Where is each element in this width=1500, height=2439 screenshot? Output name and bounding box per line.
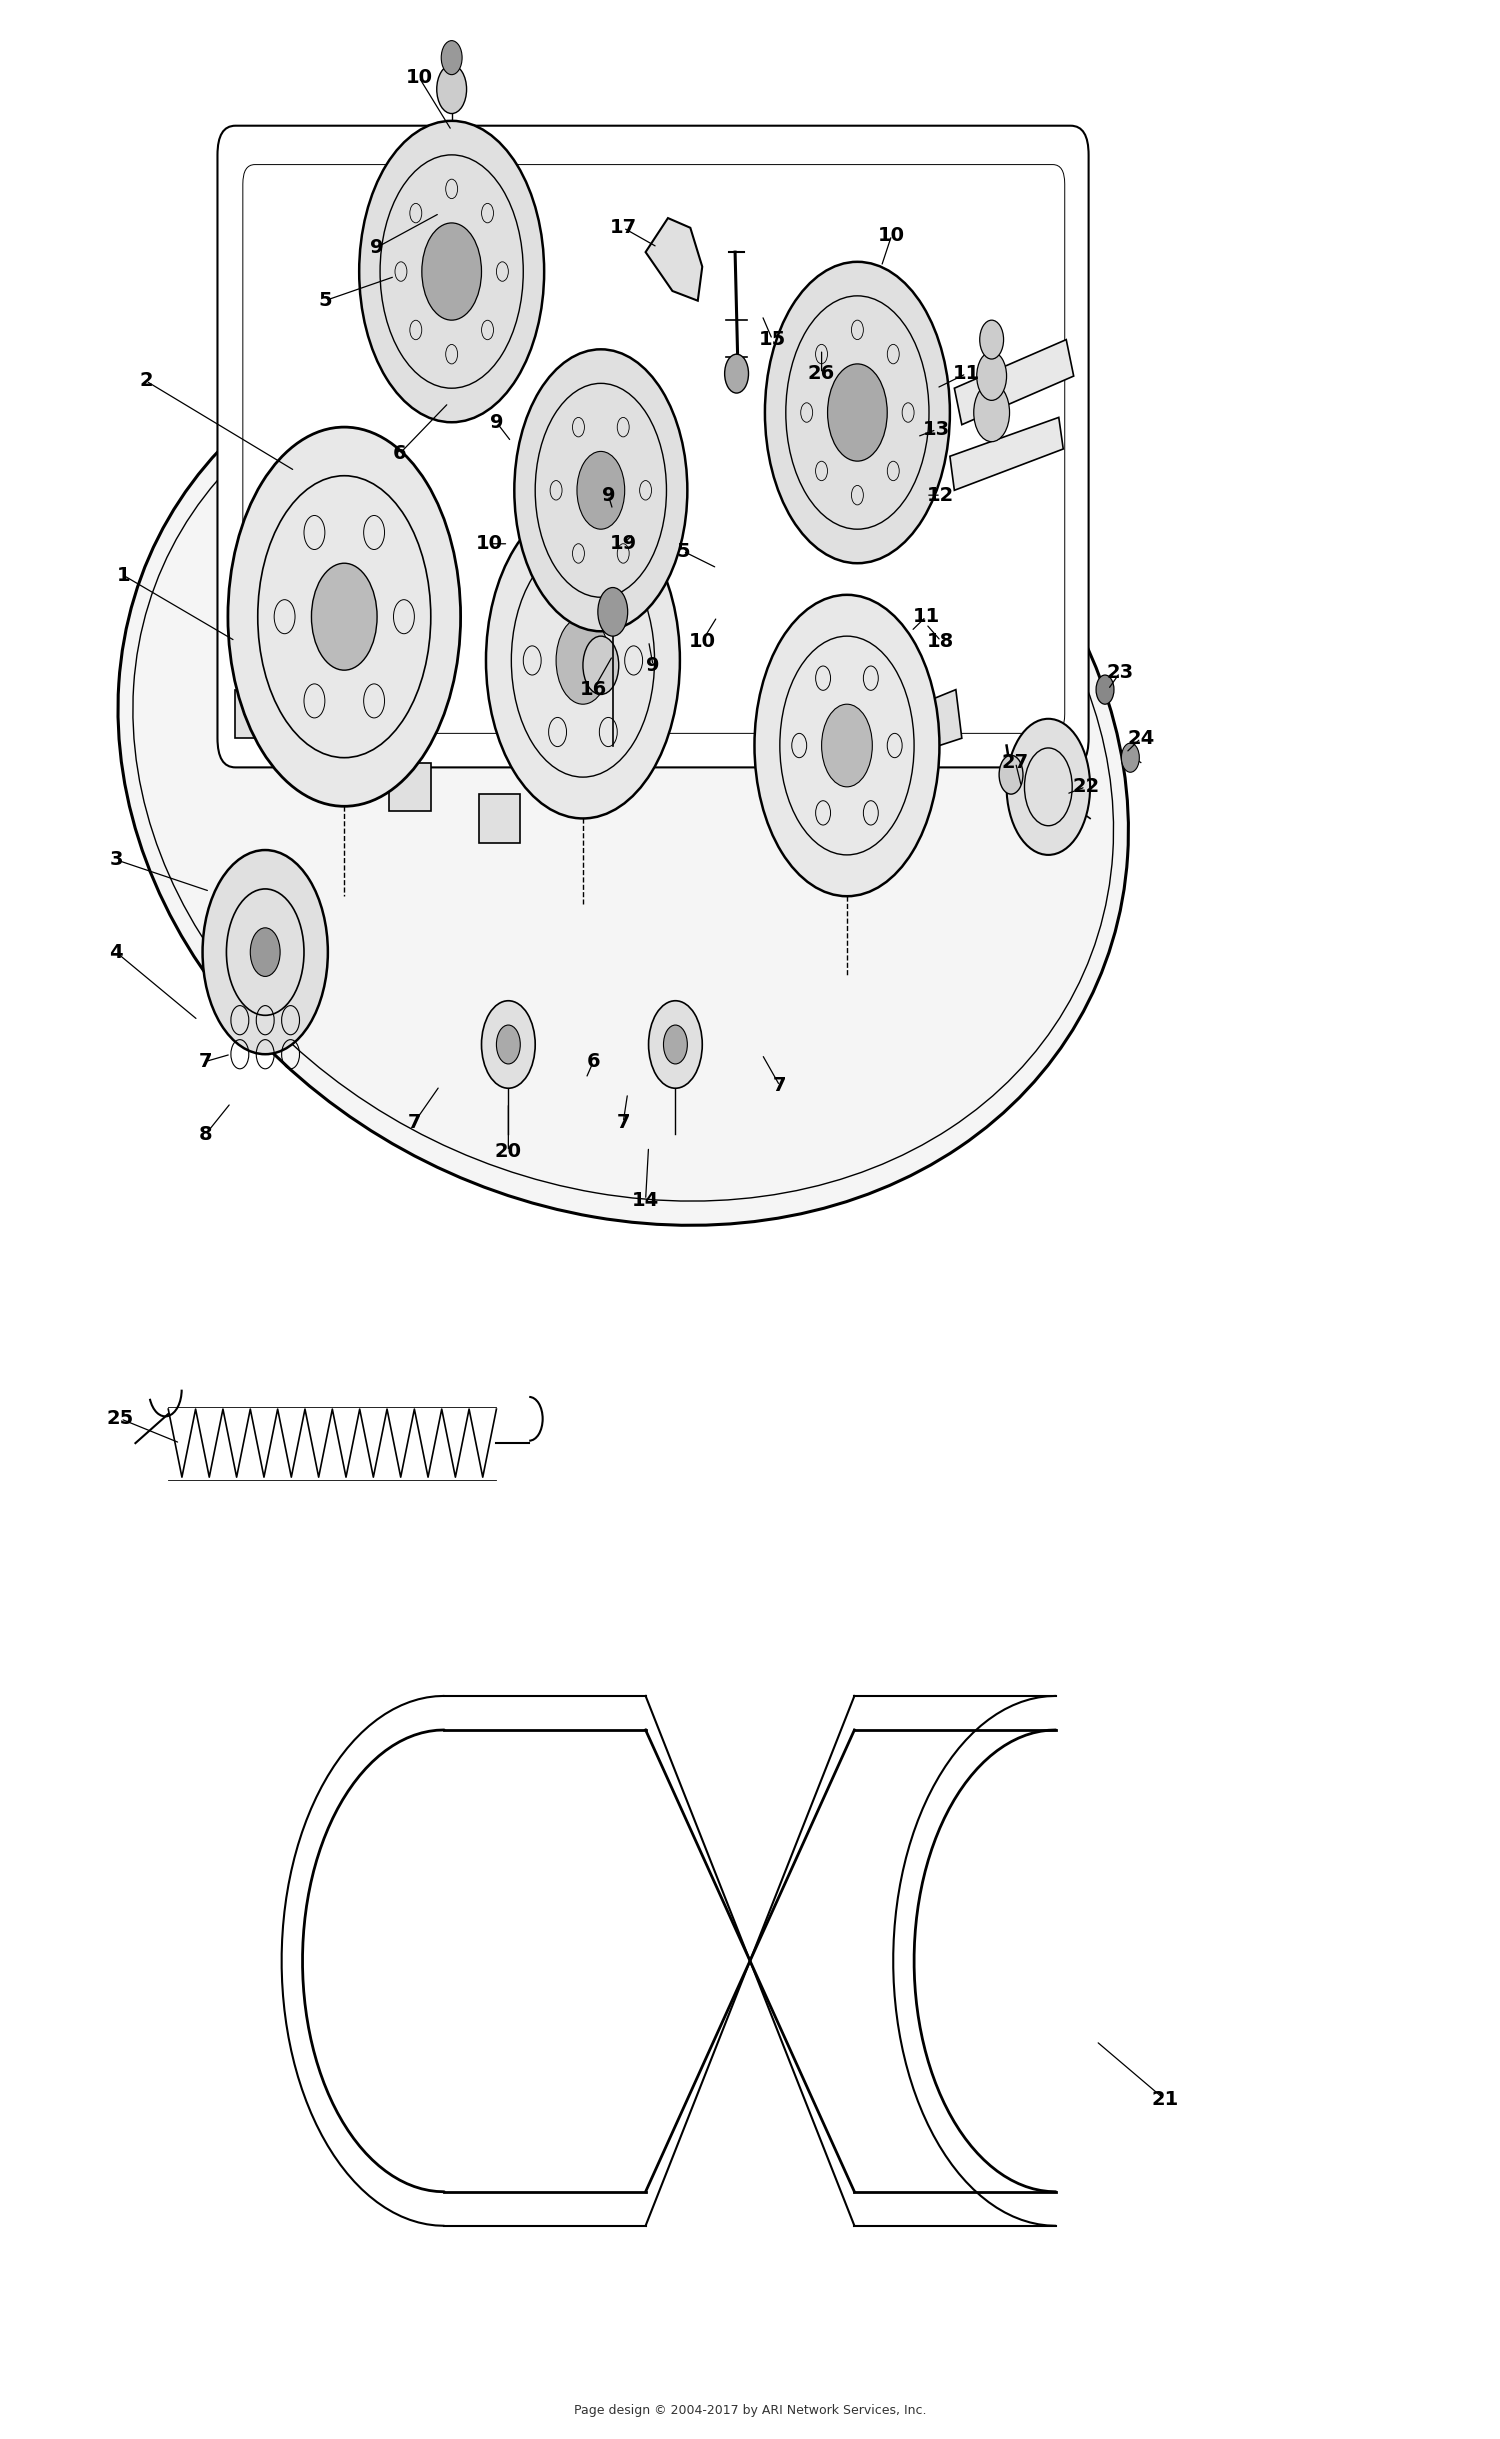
Text: 22: 22 bbox=[1072, 778, 1100, 798]
Circle shape bbox=[663, 1024, 687, 1063]
Circle shape bbox=[828, 363, 886, 461]
Circle shape bbox=[422, 222, 482, 320]
Text: 21: 21 bbox=[1150, 2090, 1179, 2110]
Text: 10: 10 bbox=[688, 632, 715, 651]
Text: 5: 5 bbox=[318, 290, 332, 310]
Text: 25: 25 bbox=[106, 1410, 134, 1429]
Text: 7: 7 bbox=[772, 1076, 786, 1095]
Text: 3: 3 bbox=[110, 851, 123, 868]
Circle shape bbox=[358, 122, 544, 422]
Text: 6: 6 bbox=[393, 444, 406, 463]
Circle shape bbox=[822, 705, 873, 788]
Circle shape bbox=[976, 351, 1006, 400]
Circle shape bbox=[648, 1000, 702, 1088]
Circle shape bbox=[754, 595, 939, 895]
Polygon shape bbox=[896, 690, 962, 759]
Circle shape bbox=[584, 637, 618, 695]
Text: 7: 7 bbox=[200, 1051, 213, 1071]
Polygon shape bbox=[388, 763, 430, 812]
Text: 16: 16 bbox=[579, 680, 608, 700]
Text: 10: 10 bbox=[476, 534, 502, 554]
Text: 27: 27 bbox=[1002, 754, 1029, 773]
Text: 9: 9 bbox=[370, 237, 384, 256]
Polygon shape bbox=[950, 417, 1064, 490]
Text: Page design © 2004-2017 by ARI Network Services, Inc.: Page design © 2004-2017 by ARI Network S… bbox=[573, 2405, 926, 2417]
Circle shape bbox=[496, 1024, 520, 1063]
Circle shape bbox=[482, 1000, 536, 1088]
Circle shape bbox=[441, 41, 462, 76]
Text: 18: 18 bbox=[927, 632, 954, 651]
Text: 1: 1 bbox=[117, 566, 130, 585]
Circle shape bbox=[1007, 720, 1090, 856]
Circle shape bbox=[251, 927, 280, 976]
Text: 9: 9 bbox=[602, 485, 615, 505]
Text: 9: 9 bbox=[489, 412, 502, 432]
Text: 15: 15 bbox=[759, 329, 786, 349]
Circle shape bbox=[598, 588, 627, 637]
Ellipse shape bbox=[118, 315, 1128, 1224]
Text: 10: 10 bbox=[405, 68, 432, 88]
Text: 12: 12 bbox=[927, 485, 954, 505]
Circle shape bbox=[514, 349, 687, 632]
Circle shape bbox=[724, 354, 748, 393]
Text: 7: 7 bbox=[408, 1112, 422, 1132]
Text: 5: 5 bbox=[676, 541, 690, 561]
Text: 9: 9 bbox=[646, 656, 660, 676]
Polygon shape bbox=[954, 339, 1074, 424]
Circle shape bbox=[578, 451, 624, 529]
Circle shape bbox=[974, 383, 1010, 441]
Text: 17: 17 bbox=[609, 217, 638, 237]
Text: 24: 24 bbox=[1126, 729, 1155, 749]
Circle shape bbox=[312, 563, 376, 671]
Polygon shape bbox=[478, 795, 520, 844]
Text: 8: 8 bbox=[198, 1124, 213, 1144]
Circle shape bbox=[556, 617, 610, 705]
Polygon shape bbox=[645, 217, 702, 300]
Text: 20: 20 bbox=[495, 1141, 522, 1161]
Text: 11: 11 bbox=[952, 363, 980, 383]
Text: 11: 11 bbox=[912, 607, 939, 627]
Text: ARI: ARI bbox=[536, 844, 726, 939]
Circle shape bbox=[765, 261, 950, 563]
FancyBboxPatch shape bbox=[217, 127, 1089, 768]
Circle shape bbox=[436, 66, 466, 115]
Text: 14: 14 bbox=[632, 1190, 658, 1210]
Circle shape bbox=[228, 427, 460, 807]
Text: 2: 2 bbox=[140, 371, 153, 390]
Circle shape bbox=[999, 756, 1023, 795]
Text: 7: 7 bbox=[616, 1112, 630, 1132]
Polygon shape bbox=[236, 690, 266, 739]
Circle shape bbox=[1122, 744, 1140, 773]
Circle shape bbox=[486, 502, 680, 820]
Circle shape bbox=[202, 851, 328, 1054]
Text: 26: 26 bbox=[808, 363, 836, 383]
Text: 6: 6 bbox=[586, 1051, 600, 1071]
Text: 4: 4 bbox=[110, 941, 123, 961]
Text: 10: 10 bbox=[878, 224, 904, 244]
Circle shape bbox=[980, 320, 1004, 359]
Circle shape bbox=[1096, 676, 1114, 705]
Text: 19: 19 bbox=[609, 534, 638, 554]
Text: 23: 23 bbox=[1107, 663, 1134, 683]
Text: 13: 13 bbox=[922, 420, 950, 439]
